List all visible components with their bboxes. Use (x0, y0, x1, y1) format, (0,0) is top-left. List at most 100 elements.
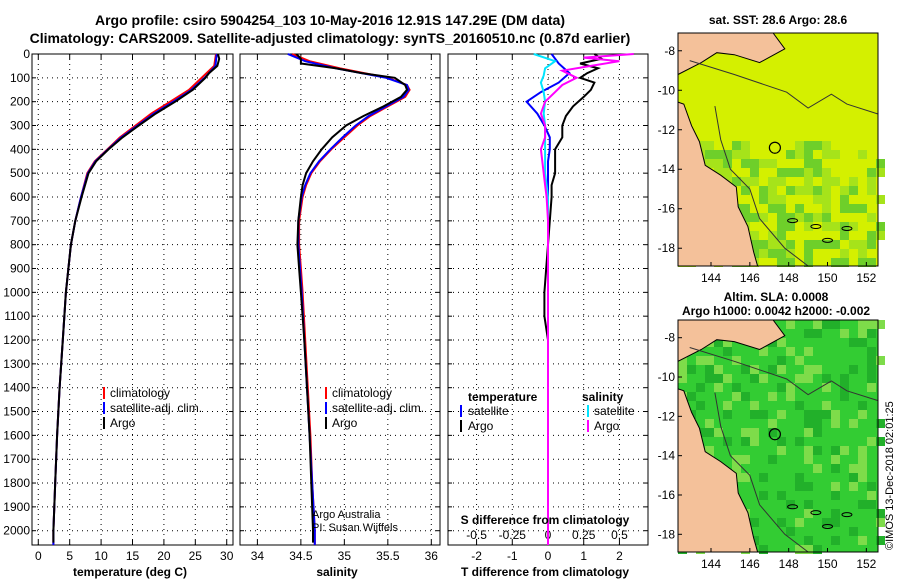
sst_map-cell (840, 186, 849, 195)
sst_map-cell (840, 204, 849, 213)
sla_map-cell (831, 410, 840, 419)
temperature-xtick-label: 20 (157, 549, 171, 563)
sla-map-panel: 144 146 148 150 152 -8 -10 -12 -14 -16 -18 (658, 319, 885, 571)
reef-outline (810, 510, 822, 516)
sst_map-cell (822, 213, 831, 222)
sla_map-cell (876, 437, 885, 446)
sla_map-cell (831, 518, 840, 527)
depth-tick-label: 400 (10, 142, 30, 156)
sst_map-cell (750, 213, 759, 222)
legend-label: Argo (468, 419, 494, 433)
sst_map-cell (840, 258, 849, 267)
sst_map-cell (768, 177, 777, 186)
sst_map-cell (876, 195, 885, 204)
sla_map-cell (831, 419, 840, 428)
sst_map-cell (867, 240, 876, 249)
depth-tick-label: 300 (10, 119, 30, 133)
difference-xtick-label: -1 (507, 549, 518, 563)
sst_map-ytick-label: -14 (658, 162, 676, 176)
sla_map-cell (858, 329, 867, 338)
sla_map-cell (804, 428, 813, 437)
sla_map-cell (705, 446, 714, 455)
sla_map-cell (804, 509, 813, 518)
depth-tick-label: 1100 (4, 309, 30, 323)
sst_map-cell (831, 150, 840, 159)
sla-map-subtitle: Argo h1000: 0.0042 h2000: -0.002 (682, 304, 870, 318)
sla_map-cell (786, 383, 795, 392)
sla_map-ytick-label: -12 (658, 409, 676, 423)
sla_map-xtick-label: 148 (779, 557, 799, 571)
sla_map-cell (759, 410, 768, 419)
depth-tick-label: 1700 (3, 452, 30, 466)
salinity-panel: 34 34.5 35 35.5 36 climatologysatellite-adj. … (239, 53, 441, 563)
sla_map-cell (696, 401, 705, 410)
sla_map-cell (831, 446, 840, 455)
sst_map-cell (813, 186, 822, 195)
sla_map-cell (741, 392, 750, 401)
sst_map-cell (705, 150, 714, 159)
sst_map-cell (705, 141, 714, 150)
legend-label: Argo (332, 416, 358, 430)
temperature-xtick-label: 5 (66, 549, 73, 563)
reef-outline (810, 224, 822, 230)
sst_map-ytick-label: -16 (658, 202, 676, 216)
sla_map-cell (678, 365, 687, 374)
sla_map-ytick-label: -10 (658, 370, 676, 384)
sst_map-cell (867, 231, 876, 240)
sst_map-cell (714, 159, 723, 168)
sla_map-cell (759, 347, 768, 356)
sla_map-cell (768, 419, 777, 428)
sla_map-cell (777, 518, 786, 527)
sst_map-cell (768, 195, 777, 204)
sla_map-cell (849, 527, 858, 536)
sla_map-cell (795, 545, 804, 554)
sla_map-cell (813, 446, 822, 455)
sst_map-cell (849, 240, 858, 249)
sst_map-cell (840, 195, 849, 204)
sst_map-cell (858, 150, 867, 159)
salinity-series-line (287, 53, 410, 545)
title-line-2: Climatology: CARS2009. Satellite-adjuste… (29, 30, 631, 46)
legend-label: climatology (332, 386, 392, 400)
sla_map-cell (786, 527, 795, 536)
sla_map-cell (741, 428, 750, 437)
depth-tick-label: 1000 (3, 285, 30, 299)
sla_map-cell (840, 374, 849, 383)
sla_map-cell (813, 545, 822, 554)
sst_map-cell (723, 168, 732, 177)
depth-tick-label: 0 (23, 47, 30, 61)
sst_map-cell (804, 213, 813, 222)
sla_map-cell (867, 437, 876, 446)
sst_map-cell (813, 213, 822, 222)
sst_map-cell (831, 240, 840, 249)
sst_map-cell (732, 141, 741, 150)
sst_map-cell (804, 249, 813, 258)
legend-label: satellite-adj. clim. (332, 401, 424, 415)
sla_map-cell (696, 356, 705, 365)
sla_map-cell (705, 365, 714, 374)
sla_map-cell (804, 446, 813, 455)
sst_map-cell (741, 150, 750, 159)
sla_map-cell (723, 338, 732, 347)
sla_map-cell (768, 455, 777, 464)
sst_map-ytick-label: -10 (658, 83, 676, 97)
sla_map-cell (777, 410, 786, 419)
legend-label: Argo (110, 416, 136, 430)
sst_map-cell (867, 186, 876, 195)
salinity-xtick-label: 35 (338, 549, 352, 563)
temperature-xtick-label: 30 (220, 549, 234, 563)
depth-tick-label: 900 (10, 262, 30, 276)
sla_map-cell (867, 356, 876, 365)
sst_map-cell (849, 177, 858, 186)
sla_map-cell (831, 482, 840, 491)
sla_map-cell (786, 320, 795, 329)
sla_map-cell (759, 473, 768, 482)
salinity-series-line (291, 53, 411, 545)
sst_map-cell (768, 240, 777, 249)
sst_map-cell (723, 159, 732, 168)
sst_map-cell (777, 195, 786, 204)
depth-tick-label: 600 (10, 190, 30, 204)
sla_map-cell (822, 410, 831, 419)
